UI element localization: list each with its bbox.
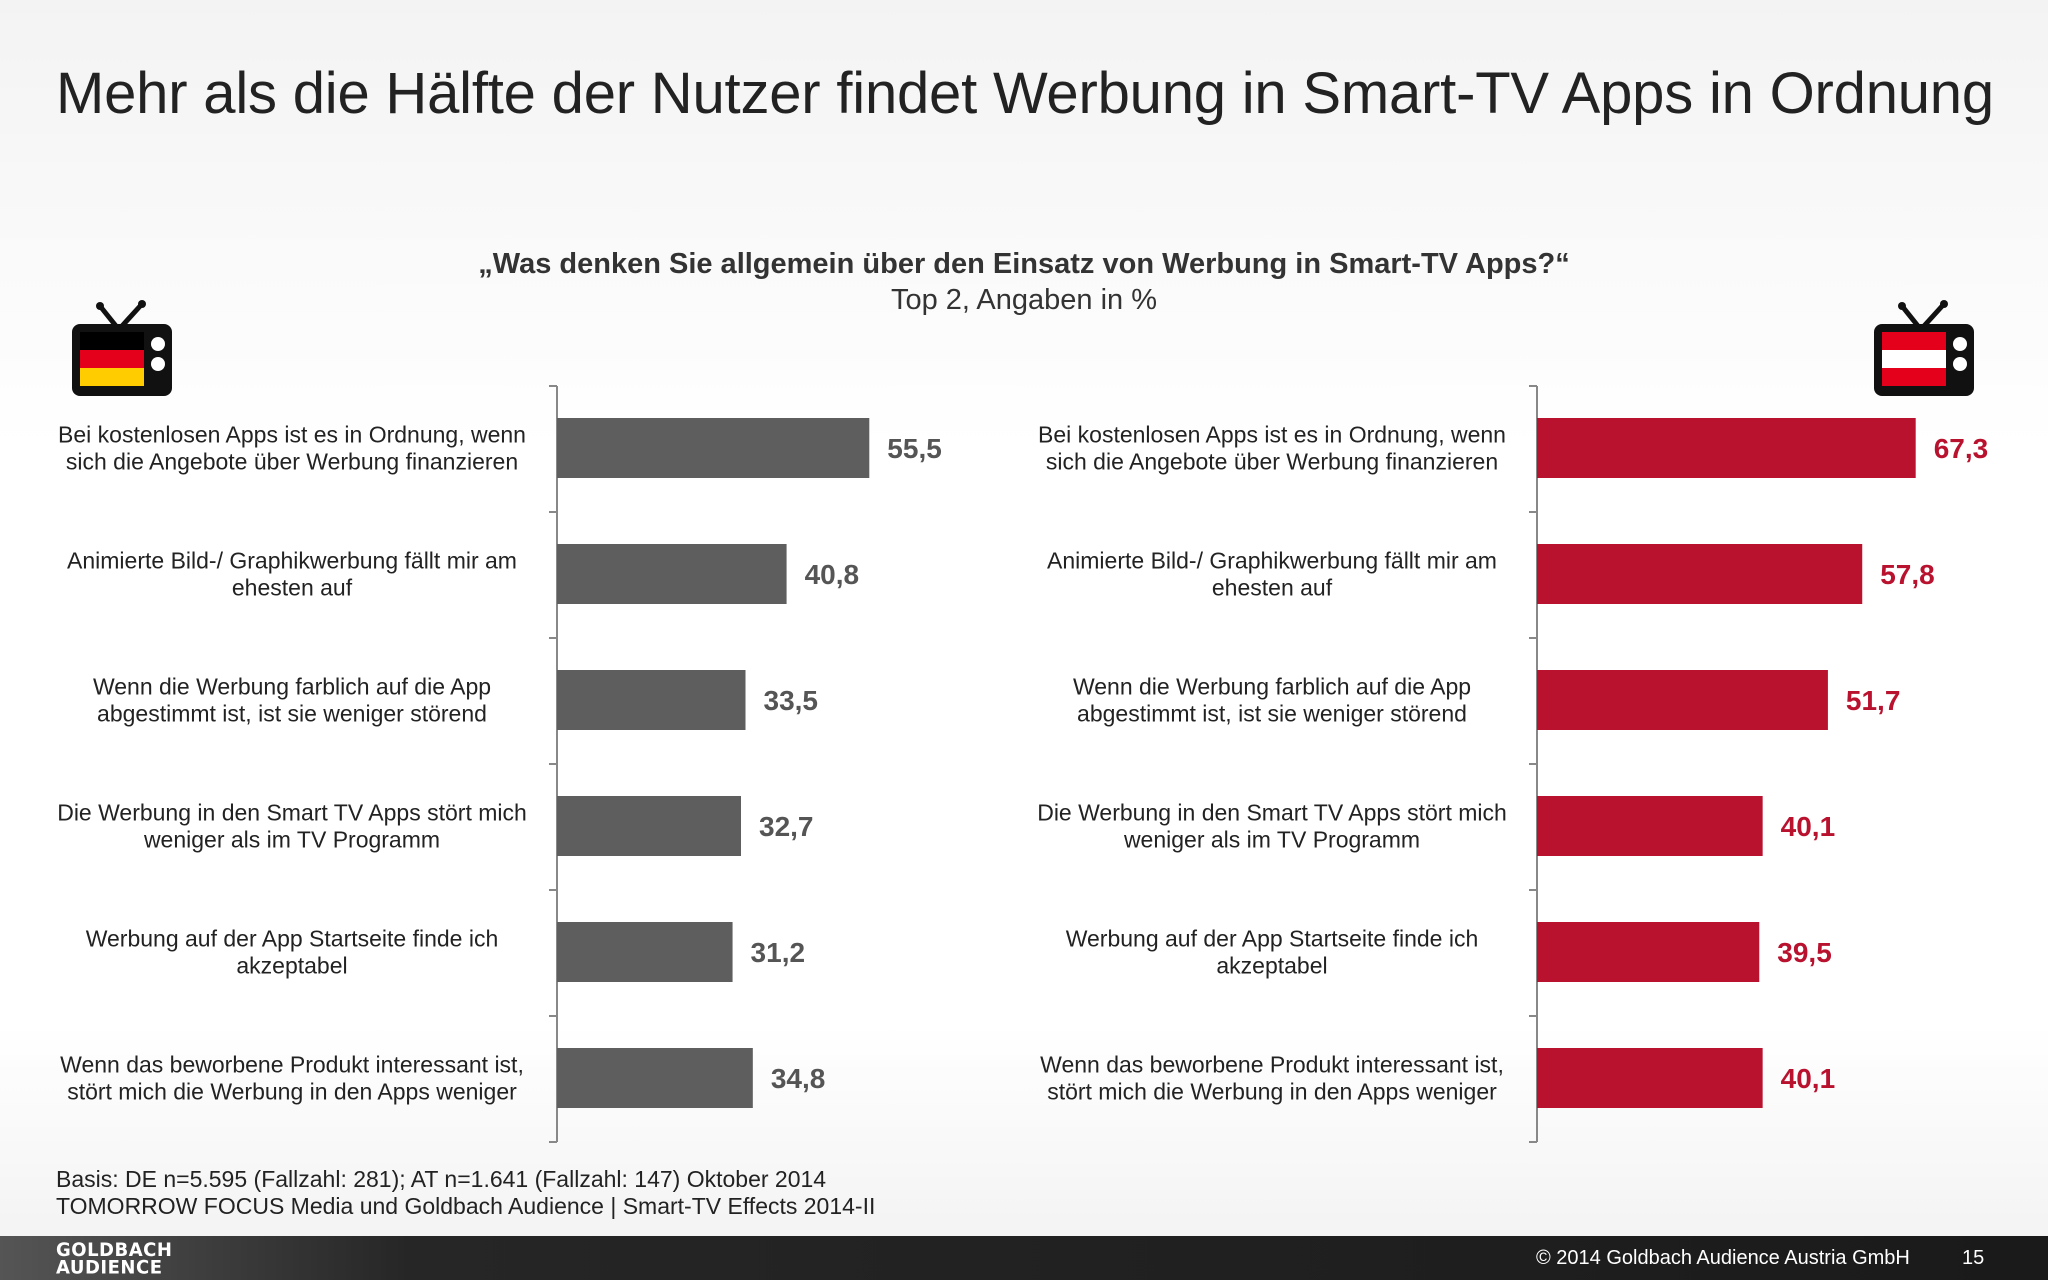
at-category-label: Die Werbung in den Smart TV Apps stört m… (1037, 800, 1507, 826)
at-category-label: Wenn das beworbene Produkt interessant i… (1040, 1052, 1504, 1078)
at-value-label: 40,1 (1781, 811, 1836, 842)
chart-subtitle: Top 2, Angaben in % (890, 284, 1158, 316)
at-category-label: weniger als im TV Programm (1123, 827, 1420, 853)
at-value-label: 39,5 (1777, 937, 1832, 968)
at-category-label: akzeptabel (1216, 953, 1327, 979)
at-category-label: Bei kostenlosen Apps ist es in Ordnung, … (1038, 422, 1506, 448)
de-value-label: 32,7 (759, 811, 814, 842)
page-number: 15 (1962, 1247, 1985, 1269)
at-category-label: sich die Angebote über Werbung finanzier… (1046, 449, 1498, 475)
copyright-text: © 2014 Goldbach Audience Austria GmbH (1536, 1247, 1910, 1269)
de-category-label: Wenn die Werbung farblich auf die App (93, 674, 491, 700)
at-bar (1537, 1048, 1763, 1108)
de-value-label: 34,8 (771, 1063, 826, 1094)
at-value-label: 67,3 (1934, 433, 1989, 464)
at-category-label: abgestimmt ist, ist sie weniger störend (1077, 701, 1467, 727)
at-value-label: 51,7 (1846, 685, 1901, 716)
de-category-label: Werbung auf der App Startseite finde ich (86, 926, 499, 952)
de-value-label: 55,5 (887, 433, 942, 464)
at-value-label: 40,1 (1781, 1063, 1836, 1094)
de-value-label: 31,2 (751, 937, 806, 968)
at-bar (1537, 418, 1916, 478)
at-category-label: Animierte Bild-/ Graphikwerbung fällt mi… (1047, 548, 1497, 574)
de-value-label: 33,5 (764, 685, 819, 716)
at-category-label: Wenn die Werbung farblich auf die App (1073, 674, 1471, 700)
tv-austria-flag-icon (1874, 300, 1974, 396)
at-value-label: 57,8 (1880, 559, 1935, 590)
de-category-label: Wenn das beworbene Produkt interessant i… (60, 1052, 524, 1078)
de-category-label: weniger als im TV Programm (143, 827, 440, 853)
page-title: Mehr als die Hälfte der Nutzer findet We… (56, 61, 1994, 126)
de-category-label: sich die Angebote über Werbung finanzier… (66, 449, 518, 475)
de-category-label: Die Werbung in den Smart TV Apps stört m… (57, 800, 527, 826)
bar-charts: 55,5 Bei kostenlosen Apps ist es in Ordnu… (57, 385, 1989, 1143)
at-bar (1537, 544, 1863, 604)
at-category-label: stört mich die Werbung in den Apps wenig… (1047, 1079, 1497, 1105)
source-footnote: TOMORROW FOCUS Media und Goldbach Audien… (56, 1193, 876, 1219)
de-bar (557, 544, 787, 604)
at-category-label: ehesten auf (1212, 575, 1333, 601)
de-category-label: Animierte Bild-/ Graphikwerbung fällt mi… (67, 548, 517, 574)
at-bar (1537, 796, 1763, 856)
de-category-label: ehesten auf (232, 575, 353, 601)
de-bar (557, 796, 742, 856)
de-category-label: Bei kostenlosen Apps ist es in Ordnung, … (58, 422, 526, 448)
goldbach-logo: GOLDBACH AUDIENCE (56, 1239, 173, 1279)
de-category-label: abgestimmt ist, ist sie weniger störend (97, 701, 487, 727)
at-bar (1537, 670, 1828, 730)
de-bar (557, 670, 746, 730)
de-bar (557, 418, 870, 478)
basis-footnote: Basis: DE n=5.595 (Fallzahl: 281); AT n=… (56, 1166, 827, 1192)
de-category-label: stört mich die Werbung in den Apps wenig… (67, 1079, 517, 1105)
tv-germany-flag-icon (72, 300, 172, 396)
de-category-label: akzeptabel (236, 953, 347, 979)
de-bar (557, 922, 733, 982)
de-bar (557, 1048, 753, 1108)
footer-bar: GOLDBACH AUDIENCE © 2014 Goldbach Audien… (0, 1236, 2048, 1280)
at-category-label: Werbung auf der App Startseite finde ich (1066, 926, 1479, 952)
de-value-label: 40,8 (805, 559, 860, 590)
at-bar (1537, 922, 1760, 982)
survey-question: „Was denken Sie allgemein über den Einsa… (478, 248, 1570, 280)
